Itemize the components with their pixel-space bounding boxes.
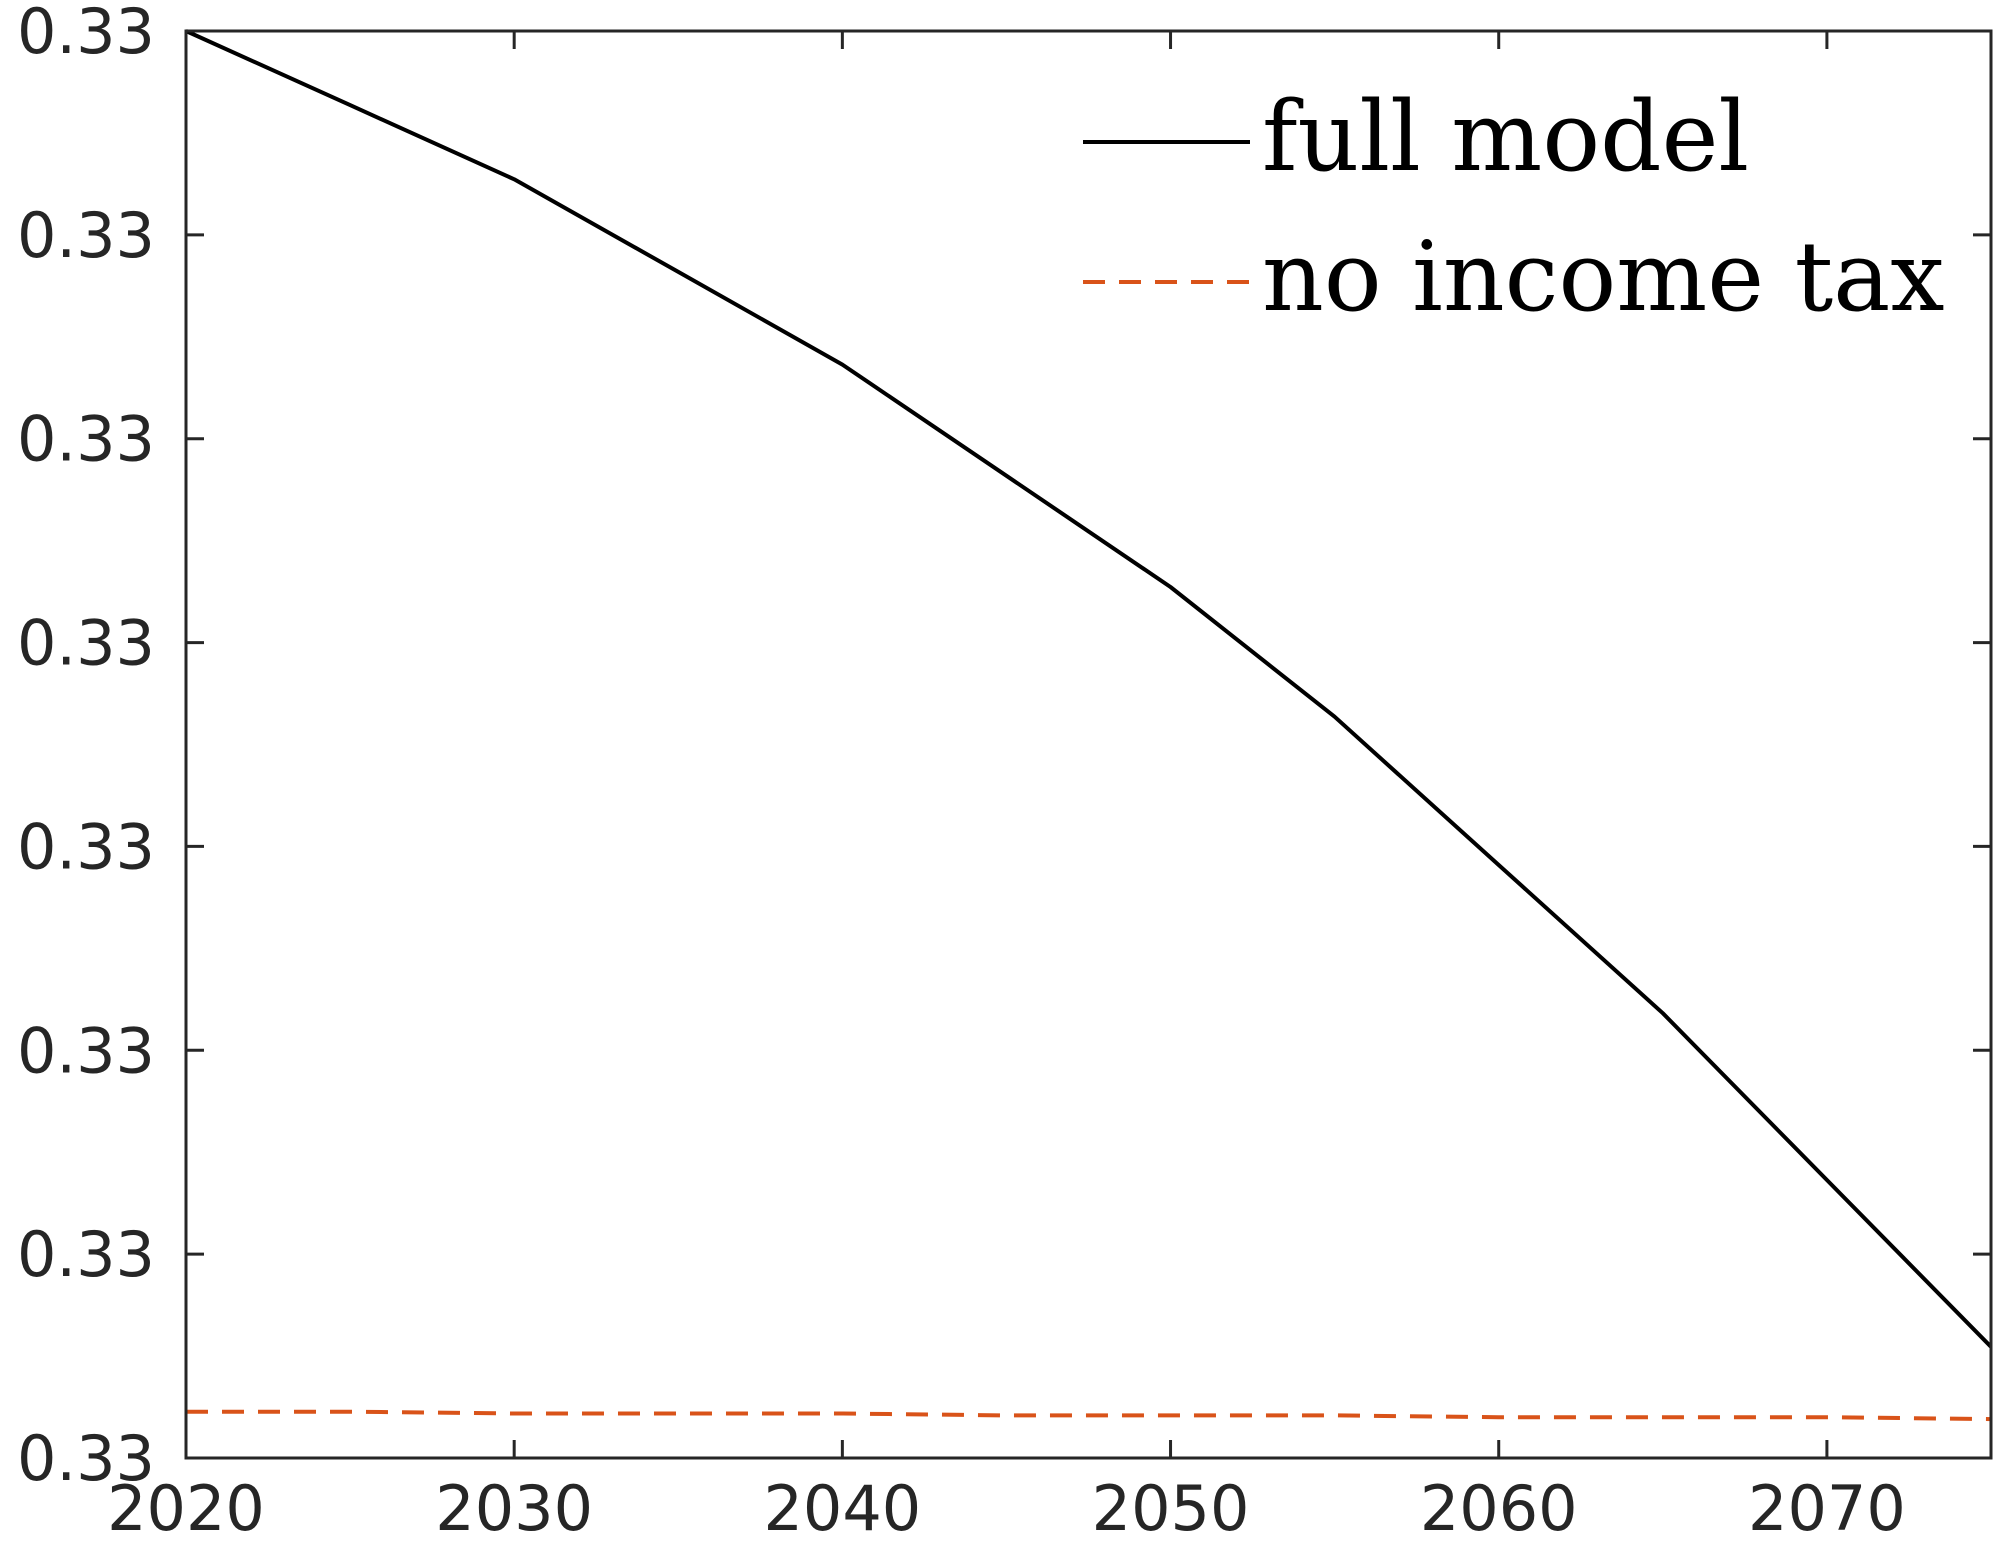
series-line-full-model bbox=[185, 29, 1993, 1349]
series-layer bbox=[185, 29, 1993, 1422]
y-tick-label: 0.33 bbox=[17, 1218, 155, 1291]
y-tick-label: 0.33 bbox=[17, 1014, 155, 1087]
y-tick-label: 0.33 bbox=[17, 0, 155, 68]
x-tick-label: 2030 bbox=[435, 1472, 593, 1545]
axis-tick-labels: 2020 2030 2040 2050 2060 2070 0.33 0.33 0.33 0.33… bbox=[17, 0, 1906, 1545]
y-tick-label: 0.33 bbox=[17, 403, 155, 476]
y-tick-label: 0.33 bbox=[17, 607, 155, 680]
legend: full model no income tax bbox=[1083, 81, 1945, 333]
y-tick-label: 0.33 bbox=[17, 810, 155, 883]
y-tick-label: 0.33 bbox=[17, 199, 155, 272]
x-tick-label: 2040 bbox=[763, 1472, 921, 1545]
x-tick-label: 2070 bbox=[1748, 1472, 1906, 1545]
legend-label: full model bbox=[1262, 81, 1749, 193]
plot-area-frame bbox=[184, 29, 1993, 1460]
legend-label: no income tax bbox=[1262, 221, 1945, 333]
y-tick-label: 0.33 bbox=[17, 1422, 155, 1495]
x-tick-label: 2060 bbox=[1420, 1472, 1578, 1545]
x-tick-label: 2020 bbox=[107, 1472, 265, 1545]
x-tick-label: 2050 bbox=[1092, 1472, 1250, 1545]
series-line-no-income-tax bbox=[186, 1409, 1992, 1422]
axis-ticks bbox=[184, 29, 1991, 1460]
